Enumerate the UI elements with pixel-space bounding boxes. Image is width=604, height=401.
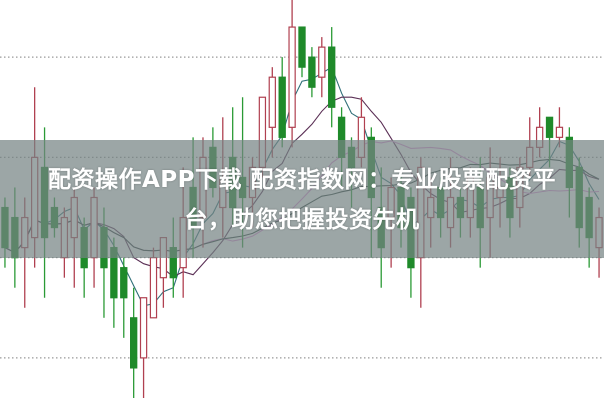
candle-body: [545, 116, 554, 138]
candle-body: [149, 257, 158, 319]
candle-body: [120, 267, 128, 299]
candle-body: [328, 46, 336, 108]
candle-body: [139, 297, 148, 359]
candle-body: [308, 56, 316, 88]
candle-body: [288, 26, 296, 128]
caption-line-2: 台，助您把握投资先机: [184, 207, 420, 233]
candle-body: [278, 76, 286, 138]
caption-title: 配资操作APP下载 配资指数网：专业股票配资平 台，助您把握投资先机: [0, 160, 604, 240]
candle-body: [298, 26, 306, 68]
candle-body: [555, 126, 564, 138]
candle-body: [318, 46, 326, 78]
candle-body: [268, 76, 276, 128]
caption-line-1: 配资操作APP下载 配资指数网：专业股票配资平: [47, 167, 557, 193]
caption-banner: [0, 140, 604, 258]
candle-body: [130, 317, 138, 369]
